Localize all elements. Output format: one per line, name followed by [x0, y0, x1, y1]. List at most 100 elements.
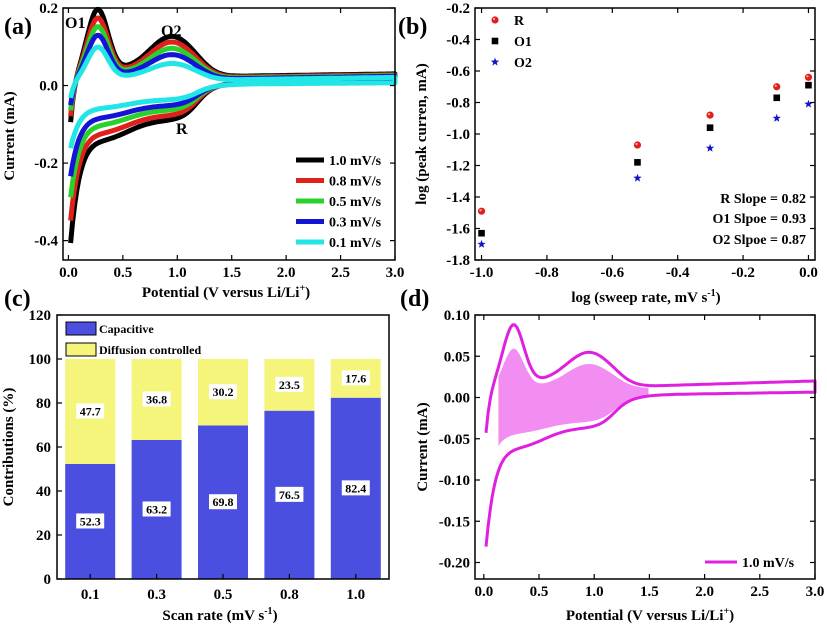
slope-r: R Slope = 0.82: [720, 192, 806, 207]
y-tick-label-a: -0.2: [34, 156, 58, 172]
x-tick-label-d: 1.5: [640, 584, 659, 600]
legend-label-d: 1.0 mV/s: [742, 556, 795, 571]
x-tick-label-a: 0.5: [113, 265, 132, 281]
point-r: [706, 111, 714, 119]
y-tick-label-b: -1.8: [446, 253, 470, 269]
x-tick-label-c: 0.8: [280, 587, 299, 603]
bar-label-box: [142, 391, 171, 407]
scatter-points-b: [477, 73, 813, 248]
bar-label-diffusion: 36.8: [146, 392, 167, 406]
y-tick-label-a: 0.0: [39, 79, 58, 95]
bar-label-box: [275, 486, 304, 502]
point-o2: [705, 143, 715, 152]
panel-d: 0.0 0.5 1.0 1.5 2.0 2.5 3.0 0.10 0.05 0.00 -0.05 -0…: [400, 286, 824, 624]
y-tick-label-c: 60: [36, 440, 51, 456]
legend-label-o1: O1: [514, 35, 532, 50]
panel-a: 0.0 0.5 1.0 1.5 2.0 2.5 3.00.20.0-0.2-0.4 (a) …: [2, 1, 404, 301]
x-axis-label-d: Potential (V versus Li/Li+): [566, 606, 734, 624]
point-r: [477, 207, 486, 215]
x-tick-label-a: 2.0: [277, 265, 296, 281]
point-r-highlight: [707, 113, 711, 116]
y-tick-label-c: 80: [36, 396, 51, 412]
x-tick-label-a: 3.0: [386, 265, 405, 281]
y-tick-label-c: 40: [36, 484, 51, 500]
y-tick-label-a: -0.4: [34, 234, 58, 250]
x-tick-label-a: 1.5: [222, 265, 241, 281]
x-axis-label-b: log (sweep rate, mV s-1): [571, 288, 720, 306]
plot-frame-a: [62, 7, 396, 261]
y-tick-label-d: 0.05: [444, 349, 470, 365]
legend-label-a: 0.3 mV/s: [329, 216, 382, 231]
bar-label-capacitive: 76.5: [279, 488, 300, 502]
bar-label-box: [142, 501, 171, 517]
y-tick-label-c: 100: [29, 352, 52, 368]
point-o2: [477, 239, 486, 248]
y-tick-label-b: -0.2: [446, 1, 470, 17]
point-r-highlight: [806, 75, 809, 78]
y-tick-label-d: 0.10: [444, 308, 470, 324]
capacitive-area: [498, 348, 649, 447]
axis-ticks-d: 0.0 0.5 1.0 1.5 2.0 2.5 3.0 0.10 0.05 0.00 -0.05 -0…: [439, 308, 825, 600]
point-r-highlight: [479, 209, 482, 212]
legend-marker-o2: [490, 57, 500, 66]
x-tick-label-c: 0.1: [81, 587, 100, 603]
legend-marker-o1: [491, 37, 499, 45]
x-tick-label-b: -1.0: [470, 265, 494, 281]
x-axis-label-a: Potential (V versus Li/Li+): [142, 283, 310, 301]
bar-label-box: [209, 494, 237, 510]
bar-label-capacitive: 69.8: [213, 495, 234, 509]
bar-label-capacitive: 82.4: [345, 481, 366, 495]
cv-area-d: [484, 323, 817, 547]
annotation-o1: O1: [65, 15, 85, 32]
bar-label-box: [341, 370, 370, 386]
y-axis-label-b: log (peak curren, mA): [414, 63, 430, 204]
y-tick-label-c: 120: [29, 308, 52, 324]
point-o1: [773, 94, 781, 102]
legend-swatch-diffusion: [65, 342, 97, 357]
y-tick-label-b: -0.4: [446, 33, 470, 49]
bar-label-box: [76, 513, 105, 529]
legend-label-a: 0.5 mV/s: [329, 195, 382, 210]
panel-label-d: (d): [400, 286, 429, 312]
point-r: [773, 83, 781, 91]
legend-label-a: 0.8 mV/s: [329, 175, 382, 190]
legend-label-a: 0.1 mV/s: [329, 236, 382, 251]
point-o2: [804, 99, 813, 108]
x-tick-label-c: 1.0: [346, 587, 365, 603]
bar-label-box: [341, 480, 370, 496]
x-tick-label-a: 0.0: [59, 265, 78, 281]
panel-c: 52.3 47.7 63.2 36.8 69.8 30.2 76.5 23.5 82.4 17.6…: [1, 286, 390, 624]
legend-d: 1.0 mV/s: [705, 556, 795, 571]
x-tick-label-d: 3.0: [806, 584, 825, 600]
plot-frame-d: [474, 314, 816, 580]
x-tick-label-c: 0.3: [147, 587, 166, 603]
point-r-highlight: [774, 84, 777, 87]
point-o2: [633, 173, 642, 182]
x-tick-label-d: 0.0: [474, 584, 493, 600]
legend-label-a: 1.0 mV/s: [329, 154, 382, 169]
y-axis-label-a: Current (mA): [2, 91, 18, 180]
panel-label-c: (c): [4, 286, 31, 312]
slope-o2: O2 Slpoe = 0.87: [712, 233, 806, 248]
bar-label-diffusion: 23.5: [279, 378, 300, 392]
y-tick-label-d: -0.15: [439, 514, 470, 530]
y-tick-label-b: -1.0: [446, 127, 470, 143]
panel-label-a: (a): [4, 14, 32, 40]
y-tick-label-d: -0.20: [439, 556, 470, 572]
axis-ticks-b: -1.0 -0.8 -0.6 -0.4 -0.2 0.0 -0.2 -0.4 -0.6 -0.8 -…: [446, 1, 818, 281]
point-o1: [634, 159, 641, 166]
y-tick-label-c: 0: [44, 572, 52, 588]
point-r: [633, 141, 642, 149]
x-tick-label-b: -0.4: [666, 265, 690, 281]
y-axis-label-d: Current (mA): [415, 402, 431, 491]
legend-a: 1.0 mV/s 0.8 mV/s 0.5 mV/s 0.3 mV/s 0.1 mV/s: [296, 154, 382, 251]
point-o1: [478, 229, 485, 237]
bar-label-box: [209, 384, 237, 400]
x-tick-label-d: 1.0: [585, 584, 604, 600]
y-tick-label-d: 0.00: [444, 391, 470, 407]
y-tick-label-a: 0.2: [39, 1, 58, 17]
x-tick-label-b: -0.2: [731, 265, 755, 281]
bar-label-capacitive: 63.2: [146, 502, 167, 516]
bar-label-box: [275, 376, 304, 392]
